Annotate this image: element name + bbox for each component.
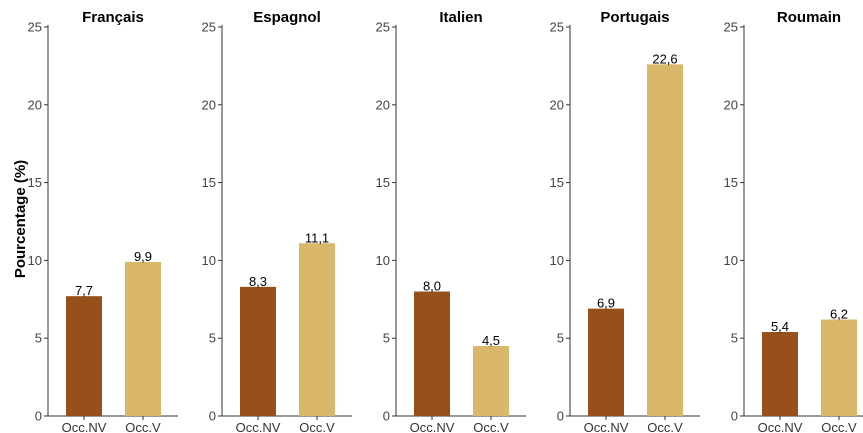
- y-tick-label: 25: [724, 20, 738, 35]
- data-label: 5,4: [771, 319, 789, 334]
- panel-0: Français 0 5 10 15 20 25 Occ.NV 7,7 Occ.V 9,9: [28, 9, 178, 433]
- y-tick-label: 10: [724, 253, 738, 268]
- x-tick-label: Occ.NV: [236, 420, 281, 433]
- x-tick-label: Occ.V: [647, 420, 683, 433]
- y-tick-label: 10: [28, 253, 42, 268]
- panel-1: Espagnol 0 5 10 15 20 25 Occ.NV 8,3 Occ.V 11,1: [202, 9, 352, 433]
- y-tick-label: 25: [28, 20, 42, 35]
- data-label: 8,3: [249, 274, 267, 289]
- y-tick-label: 15: [550, 175, 564, 190]
- y-tick-label: 15: [202, 175, 216, 190]
- y-tick-label: 25: [376, 20, 390, 35]
- data-label: 6,9: [597, 296, 615, 311]
- y-tick-label: 15: [28, 175, 42, 190]
- panel-2: Italien 0 5 10 15 20 25 Occ.NV 8,0 Occ.V 4,5: [376, 9, 526, 433]
- bar-occ-nv: [240, 286, 276, 416]
- y-tick-label: 20: [376, 97, 390, 112]
- data-label: 7,7: [75, 283, 93, 298]
- data-label: 22,6: [652, 51, 677, 66]
- bar-occ-v: [125, 261, 161, 416]
- panels: Français 0 5 10 15 20 25 Occ.NV 7,7 Occ.V 9,9 Espag…: [28, 9, 863, 433]
- bar-occ-v: [821, 319, 857, 416]
- data-label: 6,2: [830, 307, 848, 322]
- y-tick-label: 5: [35, 331, 42, 346]
- y-tick-label: 5: [209, 331, 216, 346]
- y-tick-label: 5: [557, 331, 564, 346]
- x-tick-label: Occ.NV: [62, 420, 107, 433]
- y-tick-label: 25: [202, 20, 216, 35]
- y-tick-label: 5: [383, 331, 390, 346]
- x-tick-label: Occ.V: [299, 420, 335, 433]
- y-tick-label: 10: [550, 253, 564, 268]
- data-label: 11,1: [305, 230, 329, 245]
- y-tick-label: 20: [550, 97, 564, 112]
- bar-occ-nv: [66, 296, 102, 416]
- bar-occ-v: [299, 243, 335, 416]
- y-tick-label: 20: [202, 97, 216, 112]
- y-tick-label: 10: [376, 253, 390, 268]
- y-tick-label: 20: [28, 97, 42, 112]
- y-tick-label: 25: [550, 20, 564, 35]
- panel-3: Portugais 0 5 10 15 20 25 Occ.NV 6,9 Occ.V 22,6: [550, 9, 700, 433]
- x-tick-label: Occ.NV: [584, 420, 629, 433]
- bar-occ-nv: [414, 291, 450, 416]
- bar-occ-v: [647, 64, 683, 417]
- bar-occ-nv: [762, 331, 798, 416]
- y-tick-label: 0: [209, 409, 216, 424]
- y-tick-label: 0: [35, 409, 42, 424]
- y-tick-label: 15: [724, 175, 738, 190]
- data-label: 4,5: [482, 333, 500, 348]
- panel-title: Italien: [439, 9, 482, 26]
- panel-title: Roumain: [777, 9, 841, 26]
- y-tick-label: 15: [376, 175, 390, 190]
- panel-title: Espagnol: [253, 9, 321, 26]
- bar-occ-v: [473, 345, 509, 416]
- x-tick-label: Occ.V: [473, 420, 509, 433]
- x-tick-label: Occ.NV: [410, 420, 455, 433]
- panel-title: Portugais: [600, 9, 669, 26]
- y-tick-label: 0: [557, 409, 564, 424]
- panel-title: Français: [82, 9, 144, 26]
- x-tick-label: Occ.V: [821, 420, 857, 433]
- y-tick-label: 10: [202, 253, 216, 268]
- data-label: 8,0: [423, 279, 441, 294]
- y-tick-label: 5: [731, 331, 738, 346]
- panel-4: Roumain 0 5 10 15 20 25 Occ.NV 5,4 Occ.V 6,2: [724, 9, 863, 433]
- y-tick-label: 0: [731, 409, 738, 424]
- data-label: 9,9: [134, 249, 152, 264]
- y-tick-label: 20: [724, 97, 738, 112]
- bar-occ-nv: [588, 308, 624, 416]
- y-axis-title: Pourcentage (%): [12, 160, 29, 278]
- x-tick-label: Occ.NV: [758, 420, 803, 433]
- x-tick-label: Occ.V: [125, 420, 161, 433]
- y-tick-label: 0: [383, 409, 390, 424]
